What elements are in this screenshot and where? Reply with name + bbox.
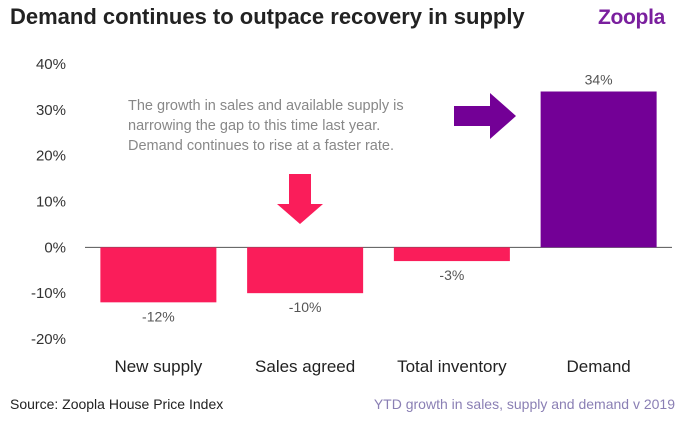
arrow-right-icon [454, 93, 516, 139]
bar [100, 247, 217, 303]
y-tick-label: -10% [31, 285, 66, 302]
x-tick-label: Demand [566, 357, 630, 376]
value-label: -3% [439, 267, 464, 283]
value-labels-group: -12% -10% -3% 34% [142, 72, 613, 325]
chart-caption: YTD growth in sales, supply and demand v… [373, 396, 675, 412]
bar [540, 91, 657, 248]
x-tick-label: New supply [114, 357, 202, 376]
x-tick-label: Sales agreed [255, 357, 355, 376]
chart-title: Demand continues to outpace recovery in … [10, 4, 525, 29]
bars-group [100, 91, 657, 303]
value-label: -12% [142, 308, 175, 324]
y-tick-label: 0% [44, 239, 66, 256]
x-axis-labels: New supply Sales agreed Total inventory Dem… [114, 357, 630, 376]
value-label: -10% [289, 299, 322, 315]
bar [247, 247, 364, 294]
bar [393, 247, 510, 262]
zoopla-logo: Zoopla [597, 6, 665, 29]
x-tick-label: Total inventory [397, 357, 507, 376]
annotation-line-1: The growth in sales and available supply… [128, 98, 404, 114]
y-tick-label: -20% [31, 331, 66, 348]
y-tick-label: 20% [36, 148, 66, 165]
y-tick-label: 10% [36, 194, 66, 211]
y-tick-label: 30% [36, 102, 66, 119]
y-tick-label: 40% [36, 56, 66, 73]
annotation-line-3: Demand continues to rise at a faster rat… [128, 138, 394, 154]
value-label: 34% [585, 72, 613, 88]
source-note: Source: Zoopla House Price Index [10, 396, 224, 412]
arrow-down-icon [277, 174, 323, 224]
y-axis-ticks: 40% 30% 20% 10% 0% -10% -20% [31, 56, 66, 348]
annotation-line-2: narrowing the gap to this time last year… [128, 118, 380, 134]
